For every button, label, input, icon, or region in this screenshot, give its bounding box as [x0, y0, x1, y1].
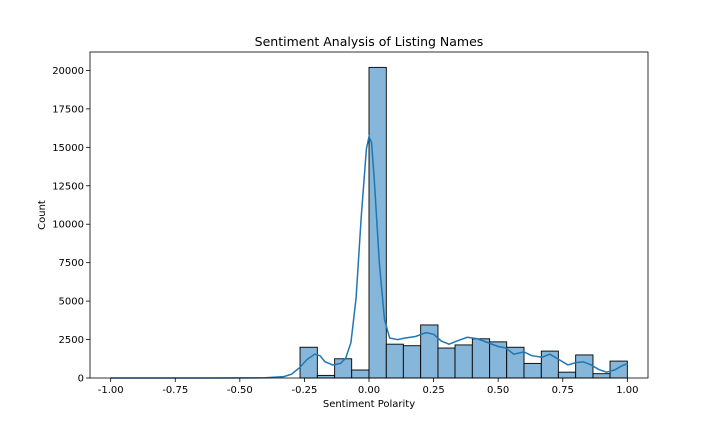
- histogram-bar-17: [592, 373, 611, 379]
- histogram-bar-0: [299, 346, 318, 379]
- histogram-bar-8: [437, 347, 456, 379]
- x-tick-label: -1.00: [98, 385, 124, 396]
- histogram-bar-13: [523, 362, 542, 379]
- y-tick-label: 15000: [52, 143, 84, 154]
- x-tick-label: -0.50: [227, 385, 253, 396]
- x-tick-label: -0.75: [162, 385, 188, 396]
- y-tick-label: 7500: [59, 258, 84, 269]
- histogram-bar-15: [557, 371, 577, 379]
- y-tick-label: 0: [78, 374, 84, 385]
- histogram-bar-10: [471, 338, 491, 379]
- histogram-bar-4: [368, 66, 387, 379]
- kde-curve: [110, 134, 628, 379]
- y-tick-label: 17500: [52, 104, 84, 115]
- y-tick-label: 10000: [52, 220, 84, 231]
- histogram-bar-6: [402, 345, 422, 379]
- histogram-bar-14: [540, 350, 559, 379]
- x-tick-label: 0.25: [422, 385, 444, 396]
- chart-title: Sentiment Analysis of Listing Names: [255, 34, 484, 49]
- histogram-bar-9: [454, 344, 473, 379]
- kde-line: [110, 134, 628, 379]
- bars: [299, 66, 628, 379]
- y-tick-label: 12500: [52, 181, 84, 192]
- x-tick-label: -0.25: [291, 385, 317, 396]
- histogram-bar-16: [575, 354, 594, 379]
- y-tick-label: 5000: [59, 297, 84, 308]
- histogram-bar-3: [351, 369, 370, 379]
- y-axis: 0 2500 5000 7500 10000 12500 15000 17500 20000: [52, 66, 90, 385]
- histogram-bar-18: [609, 360, 628, 379]
- x-tick-label: 0.75: [552, 385, 574, 396]
- x-axis: -1.00 -0.75 -0.50 -0.25 0.00 0.25 0.50 0.75 1.00: [98, 378, 638, 396]
- y-tick-label: 20000: [52, 66, 84, 77]
- x-tick-label: 1.00: [616, 385, 638, 396]
- x-tick-label: 0.50: [487, 385, 509, 396]
- y-axis-label: Count: [37, 200, 48, 230]
- x-tick-label: 0.00: [358, 385, 380, 396]
- histogram-bar-5: [385, 343, 404, 379]
- x-axis-label: Sentiment Polarity: [323, 399, 415, 410]
- y-tick-label: 2500: [59, 335, 84, 346]
